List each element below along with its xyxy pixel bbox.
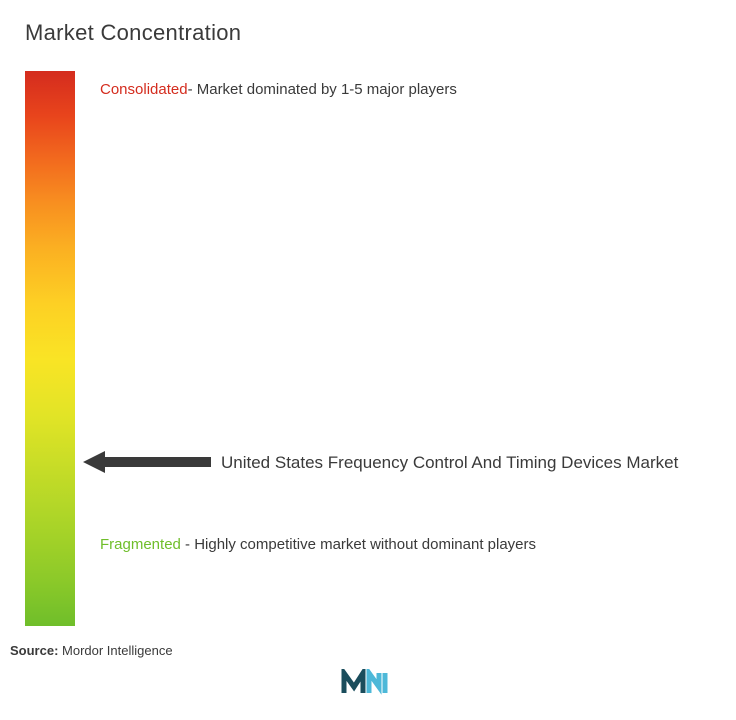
consolidated-keyword: Consolidated — [100, 81, 188, 98]
consolidated-label: Consolidated- Market dominated by 1-5 ma… — [100, 79, 457, 100]
chart-container: Consolidated- Market dominated by 1-5 ma… — [25, 71, 711, 631]
fragmented-label: Fragmented - Highly competitive market w… — [100, 531, 536, 560]
source-value: Mordor Intelligence — [58, 643, 172, 658]
source-label: Source: — [10, 643, 58, 658]
market-name-text: United States Frequency Control And Timi… — [221, 449, 678, 476]
concentration-gradient-bar — [25, 71, 75, 626]
arrow-left-icon — [83, 449, 213, 475]
source-attribution: Source: Mordor Intelligence — [10, 643, 173, 658]
fragmented-description: - Highly competitive market without domi… — [181, 536, 536, 553]
page-title: Market Concentration — [25, 20, 711, 46]
fragmented-keyword: Fragmented — [100, 536, 181, 553]
mordor-logo-icon — [341, 669, 395, 702]
consolidated-description: - Market dominated by 1-5 major players — [188, 81, 457, 98]
market-position-marker: United States Frequency Control And Timi… — [83, 449, 678, 476]
